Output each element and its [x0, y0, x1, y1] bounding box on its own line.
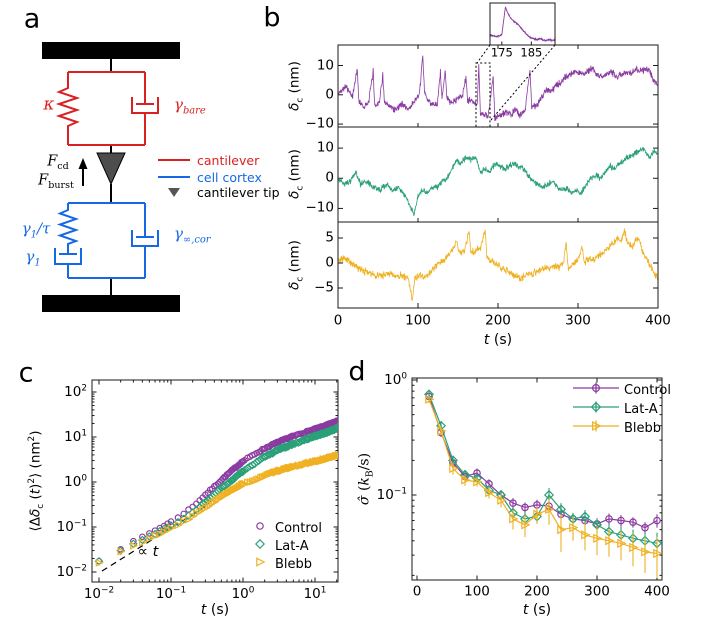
- cantilever-tip-triangle: [96, 152, 126, 186]
- b-trace-lat-a: [338, 146, 658, 216]
- b-axes-box: [337, 44, 659, 309]
- d-series-control: [425, 392, 661, 534]
- panel-b-plot: [337, 2, 659, 309]
- cortex-spring-dashpot-branch: [54, 203, 82, 278]
- panel-a-diagram: [42, 42, 180, 312]
- b-trace-blebb: [338, 228, 658, 301]
- panel-d-plot: [411, 377, 663, 581]
- b-zoom-region-box: [475, 62, 491, 128]
- dashpot-bare: [131, 72, 159, 145]
- force-arrow-head: [78, 158, 88, 169]
- bottom-anchor-bar: [42, 295, 180, 312]
- c-series-blebb: [95, 450, 338, 567]
- c-axes-box: [91, 379, 339, 583]
- panel-c-plot: [91, 379, 339, 583]
- cortex-frame: [68, 202, 145, 279]
- b-inset-box: [489, 2, 556, 46]
- b-trace-control: [338, 55, 658, 122]
- top-anchor-bar: [42, 42, 180, 59]
- b-inset-trace: [490, 6, 555, 43]
- d-series-blebb: [425, 394, 662, 578]
- spring-kappa: [55, 72, 81, 145]
- dashpot-cortex-inf: [131, 203, 159, 278]
- d-series-lat-a: [423, 389, 662, 557]
- cantilever-frame: [68, 71, 145, 146]
- d-axes-box: [411, 377, 663, 581]
